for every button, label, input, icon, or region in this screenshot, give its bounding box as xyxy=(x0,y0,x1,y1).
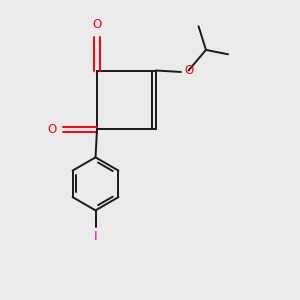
Text: I: I xyxy=(94,230,97,243)
Text: O: O xyxy=(185,64,194,77)
Text: O: O xyxy=(47,123,57,136)
Text: O: O xyxy=(92,18,102,31)
